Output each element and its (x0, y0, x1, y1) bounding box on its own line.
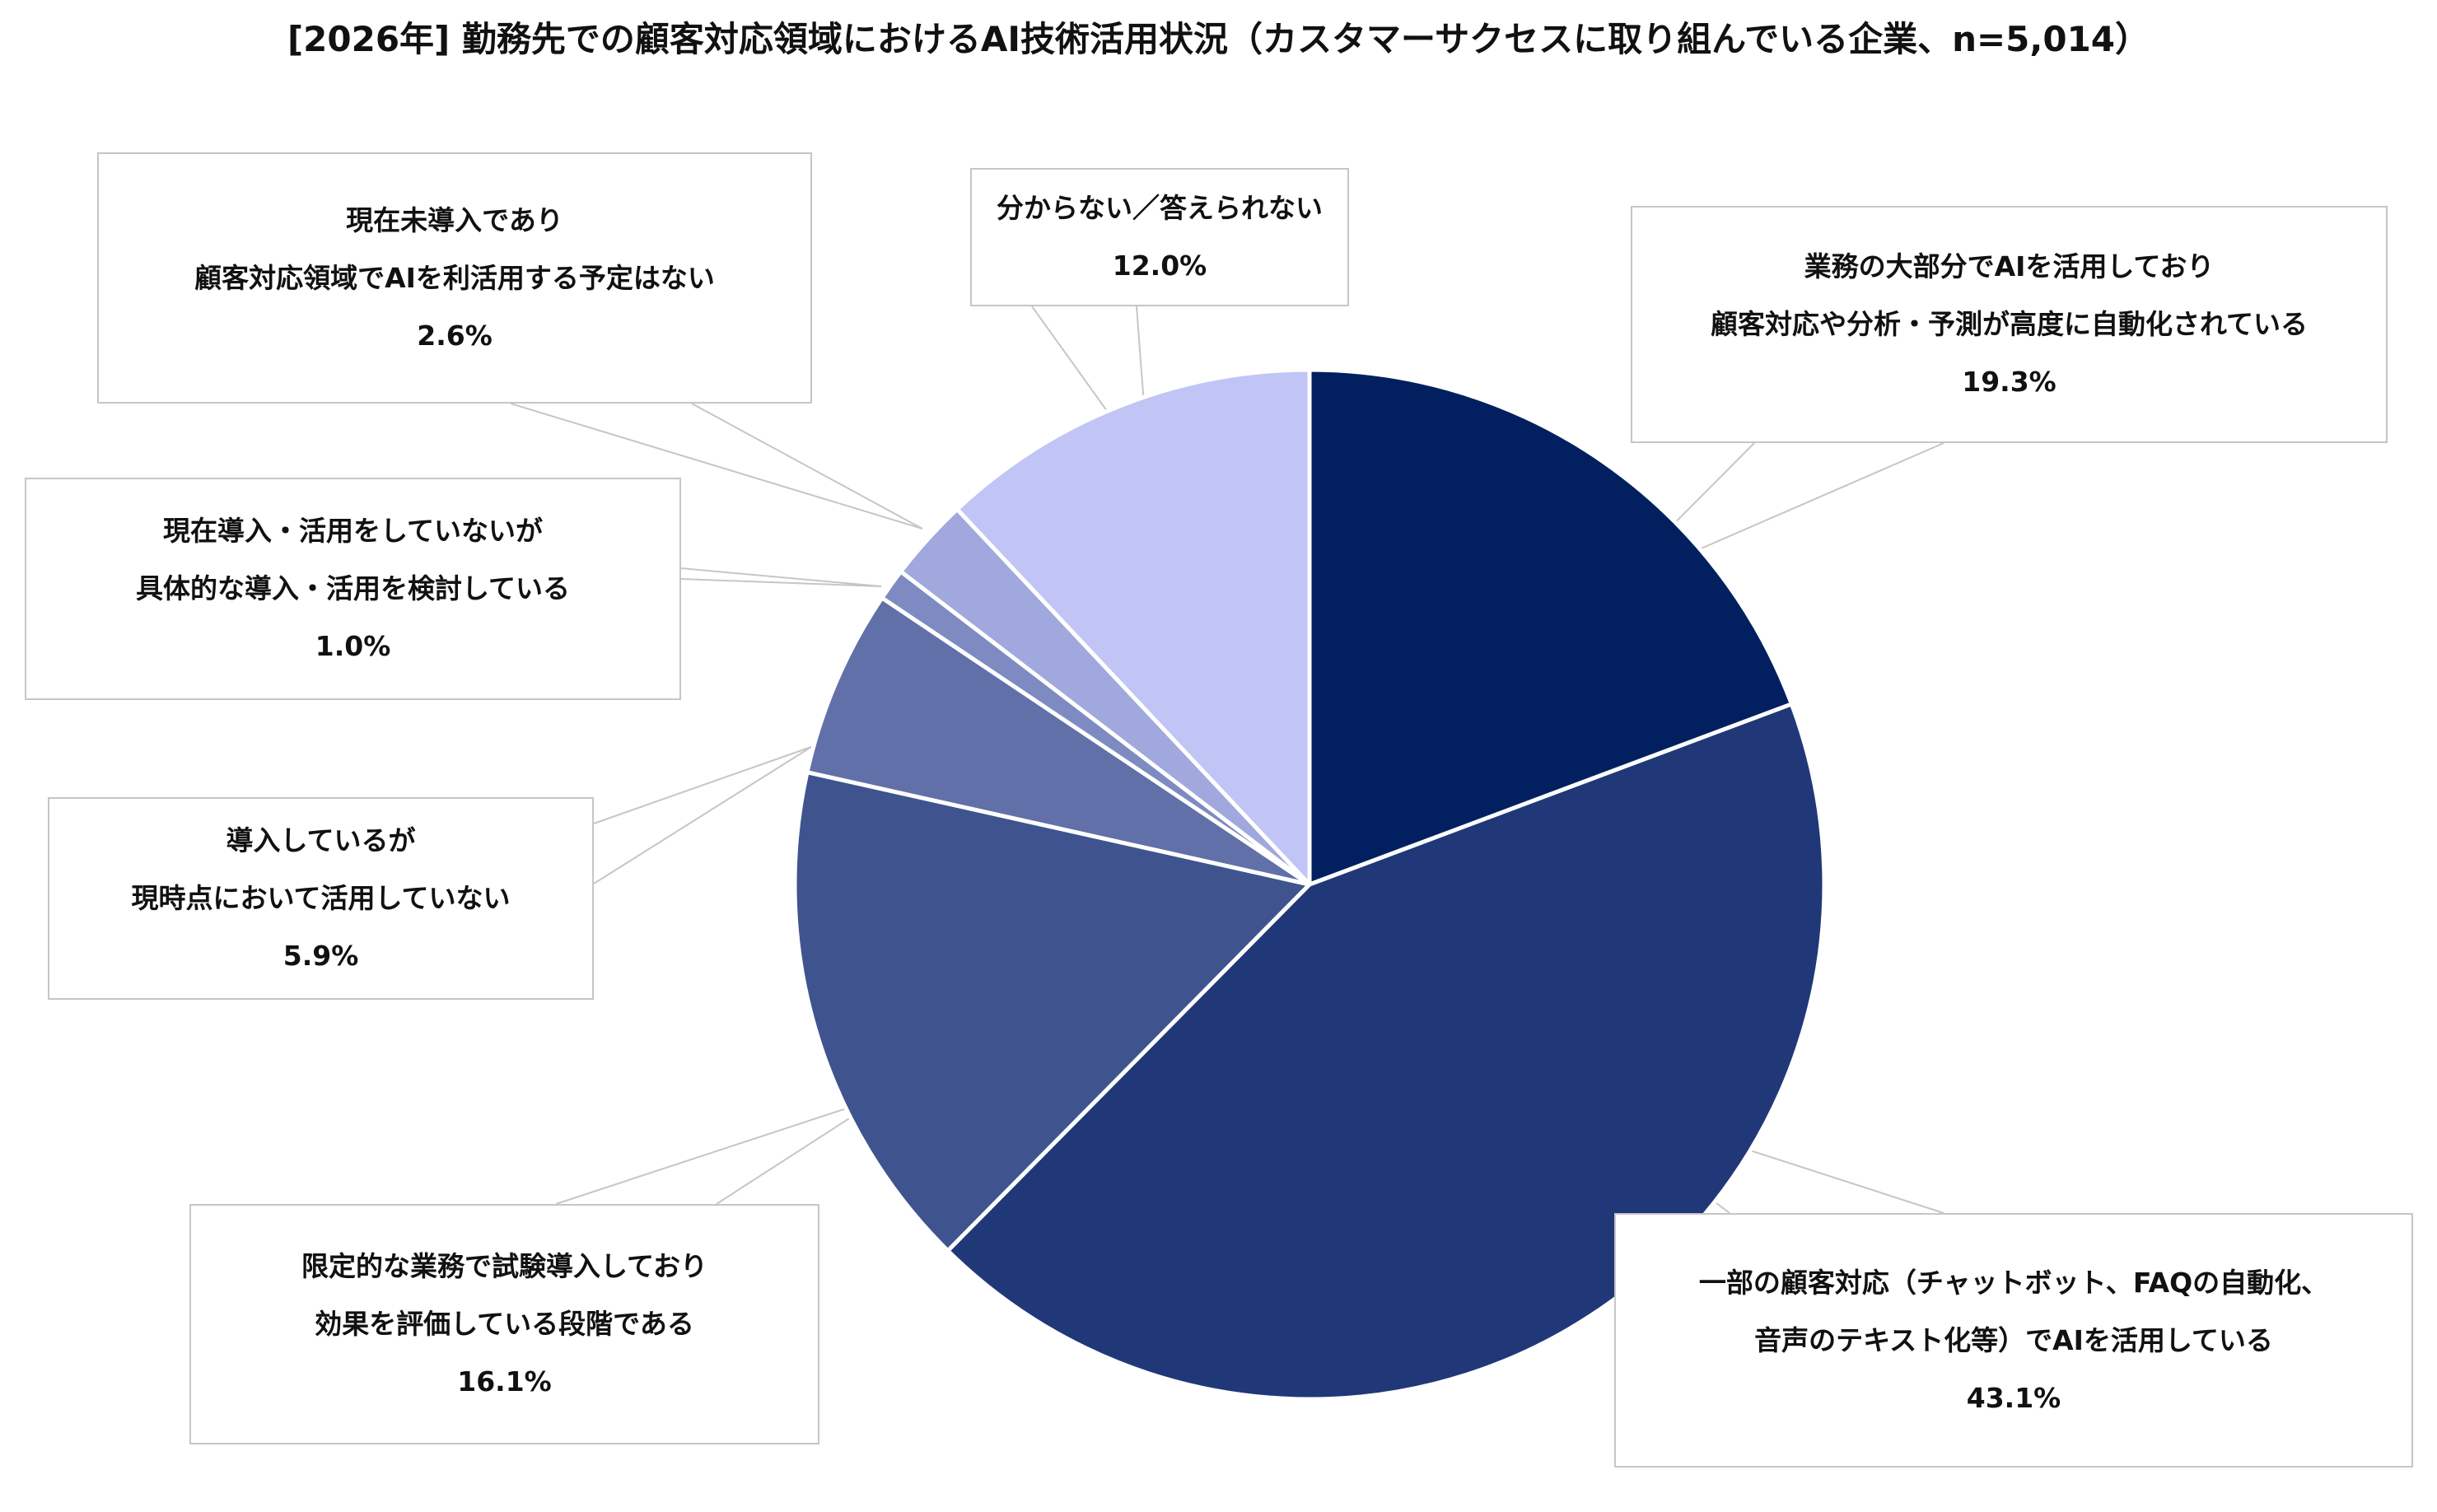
leader-line-6 (510, 403, 923, 530)
slice-5-value: 1.0% (315, 630, 391, 662)
chart-title: [2026年] 勤務先での顧客対応領域におけるAI技術活用状況（カスタマーサクセ… (287, 19, 2150, 59)
slice-5-label-line-1: 現在導入・活用をしていないが (162, 515, 543, 547)
slice-1-label-line-1: 業務の大部分でAIを活用しており (1804, 250, 2215, 282)
slice-4-label-line-1: 導入しているが (226, 824, 416, 856)
callout-slice-3: 限定的な業務で試験導入しており 効果を評価している段階である 16.1% (189, 1204, 819, 1444)
slice-1-label-line-2: 顧客対応や分析・予測が高度に自動化されている (1710, 308, 2308, 340)
slice-6-label-line-1: 現在未導入であり (346, 203, 563, 236)
slice-4-value: 5.9% (282, 940, 359, 972)
slice-7-label-line-1: 分からない／答えられない (997, 192, 1323, 224)
slice-6-value: 2.6% (417, 319, 493, 352)
leader-line-5 (680, 567, 882, 587)
slice-2-label-line-1: 一部の顧客対応（チャットボット、FAQの自動化、 (1698, 1266, 2329, 1299)
pie-slice-2 (945, 702, 1827, 1402)
slice-2-label-line-2: 音声のテキスト化等）でAIを活用している (1754, 1323, 2273, 1356)
slice-3-label-line-2: 効果を評価している段階である (315, 1308, 694, 1340)
callout-slice-5: 現在導入・活用をしていないが 具体的な導入・活用を検討している 1.0% (25, 478, 681, 700)
leader-line-3 (555, 1095, 885, 1205)
slice-4-label-line-2: 現時点において活用していない (131, 882, 511, 914)
callout-slice-2: 一部の顧客対応（チャットボット、FAQの自動化、 音声のテキスト化等）でAIを活… (1614, 1213, 2413, 1468)
slice-5-label-line-2: 具体的な導入・活用を検討している (135, 572, 570, 604)
callout-slice-4: 導入しているが 現時点において活用していない 5.9% (48, 797, 594, 1000)
pie-slice-3 (792, 770, 1312, 1253)
callout-slice-6: 現在未導入であり 顧客対応領域でAIを利活用する予定はない 2.6% (97, 152, 812, 404)
callout-slice-1: 業務の大部分でAIを活用しており 顧客対応や分析・予測が高度に自動化されている … (1631, 206, 2388, 443)
slice-6-label-line-2: 顧客対応領域でAIを利活用する予定はない (194, 261, 715, 294)
slice-3-value: 16.1% (457, 1365, 552, 1398)
slice-3-label-line-1: 限定的な業務で試験導入しており (301, 1250, 708, 1282)
pie-slice-1 (1307, 367, 1794, 887)
slice-1-value: 19.3% (1962, 366, 2057, 398)
pie-slice-7 (955, 367, 1312, 887)
callout-slice-7: 分からない／答えられない 12.0% (970, 168, 1349, 306)
slice-7-value: 12.0% (1112, 250, 1207, 282)
slice-2-value: 43.1% (1966, 1381, 2061, 1414)
pie-slice-4 (805, 595, 1312, 887)
pie-slices (792, 367, 1827, 1402)
leader-line-4 (593, 746, 812, 884)
